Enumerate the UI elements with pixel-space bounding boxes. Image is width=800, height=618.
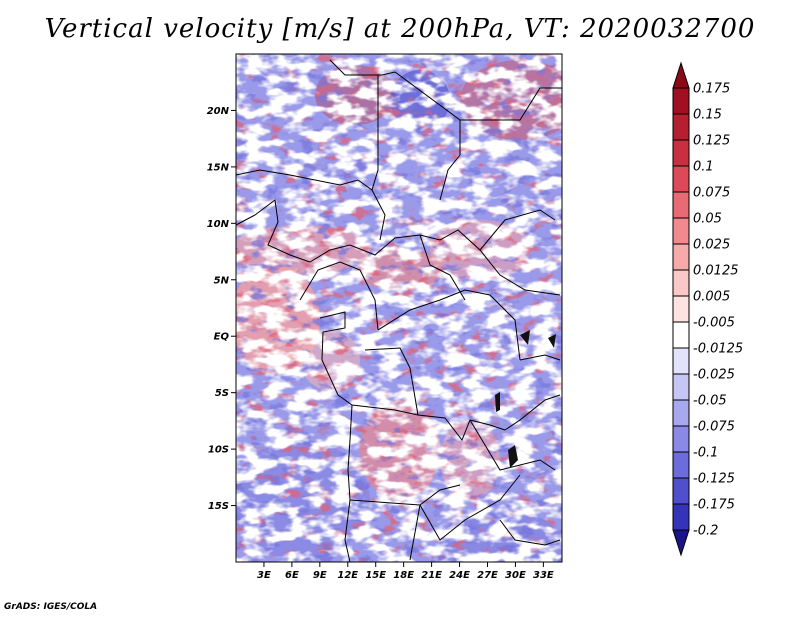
lon-tick-label: 21E — [421, 570, 442, 581]
lat-tick-label: 15N — [207, 162, 230, 173]
country-boundaries — [236, 59, 562, 562]
colorbar-box — [672, 243, 690, 271]
colorbar-box — [672, 425, 690, 453]
map-frame — [235, 53, 563, 563]
colorbar-label: -0.05 — [693, 394, 727, 409]
colorbar-label: -0.1 — [693, 446, 718, 461]
colorbar-label: 0.025 — [693, 238, 730, 253]
colorbar-bottom-arrow — [672, 529, 690, 557]
lon-tick-label: 18E — [393, 570, 414, 581]
colorbar-box — [672, 269, 690, 297]
lat-tick-label: 5S — [215, 388, 229, 399]
colorbar-box — [672, 503, 690, 531]
lon-tick-label: 15E — [365, 570, 386, 581]
colorbar-box — [672, 321, 690, 349]
colorbar-label: 0.075 — [693, 186, 730, 201]
colorbar-label: -0.075 — [693, 420, 735, 435]
colorbar-label: -0.175 — [693, 498, 735, 513]
lon-tick-label: 30E — [505, 570, 526, 581]
colorbar-box — [672, 451, 690, 479]
colorbar-box — [672, 295, 690, 323]
colorbar-label: 0.125 — [693, 134, 730, 149]
colorbar: 0.175 0.15 0.125 0.1 0.075 0.05 0.025 0.0125 0.0… — [672, 61, 743, 557]
colorbar-label: 0.1 — [693, 160, 714, 175]
colorbar-label: 0.0125 — [693, 264, 739, 279]
shaded-field — [236, 54, 562, 562]
lat-tick-label: 10N — [207, 219, 230, 230]
lat-tick-label: 5N — [214, 275, 230, 286]
colorbar-box — [672, 347, 690, 375]
colorbar-label: -0.125 — [693, 472, 735, 487]
colorbar-label: -0.005 — [693, 316, 735, 331]
colorbar-box — [672, 165, 690, 193]
colorbar-top-arrow — [672, 61, 690, 89]
lat-tick-label: EQ — [214, 332, 230, 343]
lat-tick-label: 15S — [208, 501, 229, 512]
latitude-axis: 20N 15N 10N 5N EQ 5S 10S 15S — [207, 106, 236, 512]
lat-tick-label: 20N — [207, 106, 230, 117]
colorbar-box — [672, 139, 690, 167]
colorbar-label: -0.025 — [693, 368, 735, 383]
colorbar-box — [672, 113, 690, 141]
longitude-axis: 3E 6E 9E 12E 15E 18E 21E 24E 27E 30E 33E — [257, 562, 554, 581]
grads-credit: GrADS: IGES/COLA — [4, 602, 98, 612]
map-title: Vertical velocity [m/s] at 200hPa, VT: 2… — [44, 14, 756, 44]
colorbar-box — [672, 217, 690, 245]
colorbar-label: -0.0125 — [693, 342, 743, 357]
lon-tick-label: 24E — [449, 570, 470, 581]
lon-tick-label: 27E — [477, 570, 498, 581]
lon-tick-label: 12E — [337, 570, 358, 581]
colorbar-box — [672, 477, 690, 505]
colorbar-box — [672, 373, 690, 401]
colorbar-label: 0.005 — [693, 290, 730, 305]
colorbar-label: -0.2 — [693, 524, 718, 539]
lon-tick-label: 3E — [257, 570, 271, 581]
lat-tick-label: 10S — [208, 445, 229, 456]
lon-tick-label: 33E — [533, 570, 554, 581]
colorbar-box — [672, 399, 690, 427]
colorbar-label: 0.15 — [693, 108, 722, 123]
lakes — [495, 330, 556, 468]
colorbar-label: 0.05 — [693, 212, 722, 227]
lon-tick-label: 9E — [313, 570, 327, 581]
colorbar-box — [672, 87, 690, 115]
colorbar-label: 0.175 — [693, 82, 730, 97]
lon-tick-label: 6E — [285, 570, 299, 581]
colorbar-box — [672, 191, 690, 219]
